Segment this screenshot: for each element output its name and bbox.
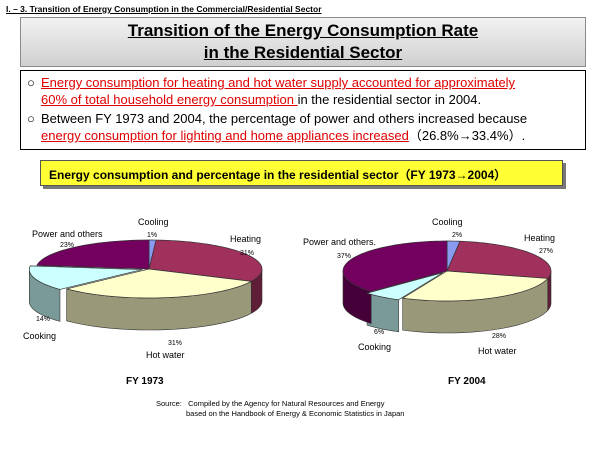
bullet-1-red-line-1: Energy consumption for heating and hot w… [41, 75, 516, 90]
page-title-line-2: in the Residential Sector [203, 43, 403, 62]
bullet-2-black-line-1: Between FY 1973 and 2004, the percentage… [41, 111, 528, 126]
chart-title-fy1973: FY 1973 [126, 376, 164, 387]
label-power-2004: Power and others. [303, 237, 376, 247]
source-line-1: Compiled by the Agency for Natural Resou… [188, 399, 385, 408]
title-box: Transition of the Energy Consumption Rat… [20, 17, 586, 67]
page-title-line-1: Transition of the Energy Consumption Rat… [127, 21, 479, 40]
label-power-1973: Power and others [32, 229, 103, 239]
pie-chart-fy2004 [342, 240, 552, 334]
label-cooling-2004: Cooling [432, 217, 463, 227]
pct-power-1973: 23% [60, 242, 74, 249]
chart-heading: Energy consumption and percentage in the… [49, 168, 507, 182]
label-heating-2004: Heating [524, 233, 555, 243]
pie-slice-heating [446, 240, 552, 279]
pie-slice-hot-water [401, 270, 549, 302]
pie-chart-fy1973 [28, 239, 263, 331]
source-note: Source: Compiled by the Agency for Natur… [156, 399, 404, 419]
bullet-1-mark: ○ [27, 75, 35, 90]
pie-slice-heating [148, 239, 263, 282]
pct-hotwater-1973: 31% [168, 340, 182, 347]
bullet-2-red-text: energy consumption for lighting and home… [41, 128, 409, 143]
pct-cooking-2004: 6% [374, 329, 384, 336]
pct-heating-1973: 31% [240, 250, 254, 257]
chart-title-fy2004: FY 2004 [448, 376, 486, 387]
pct-hotwater-2004: 28% [492, 333, 506, 340]
bullet-2-black-text: （26.8%→33.4%）. [408, 128, 526, 143]
pct-cooking-1973: 14% [36, 316, 50, 323]
label-hotwater-1973: Hot water [146, 350, 185, 360]
label-cooking-2004: Cooking [358, 342, 391, 352]
label-heating-1973: Heating [230, 234, 261, 244]
pct-heating-2004: 27% [539, 248, 553, 255]
pie-slice-power-others [36, 239, 150, 270]
bullet-1-black-text: in the residential sector in 2004. [297, 92, 482, 107]
pct-cooling-2004: 2% [452, 232, 462, 239]
pie-slice-hot-water [66, 268, 253, 299]
bullet-1-red-line-2: 60% of total household energy consumptio… [41, 92, 298, 107]
label-cooking-1973: Cooking [23, 331, 56, 341]
source-label: Source: [156, 399, 182, 408]
bullet-2-mark: ○ [27, 111, 35, 126]
bullet-2-text: Between FY 1973 and 2004, the percentage… [41, 110, 581, 144]
pie-slice-cooking [28, 265, 143, 290]
source-line-2: based on the Handbook of Energy & Econom… [186, 409, 405, 418]
bullet-1-text: Energy consumption for heating and hot w… [41, 74, 581, 108]
summary-box: ○ Energy consumption for heating and hot… [20, 70, 586, 150]
label-hotwater-2004: Hot water [478, 346, 517, 356]
chart-heading-box: Energy consumption and percentage in the… [40, 160, 563, 186]
pie-slice-cooking [365, 272, 444, 301]
pct-power-2004: 37% [337, 253, 351, 260]
label-cooling-1973: Cooling [138, 217, 169, 227]
section-label: I. – 3. Transition of Energy Consumption… [6, 4, 322, 14]
pie-slice-power-others [342, 240, 448, 292]
pct-cooling-1973: 1% [147, 232, 157, 239]
